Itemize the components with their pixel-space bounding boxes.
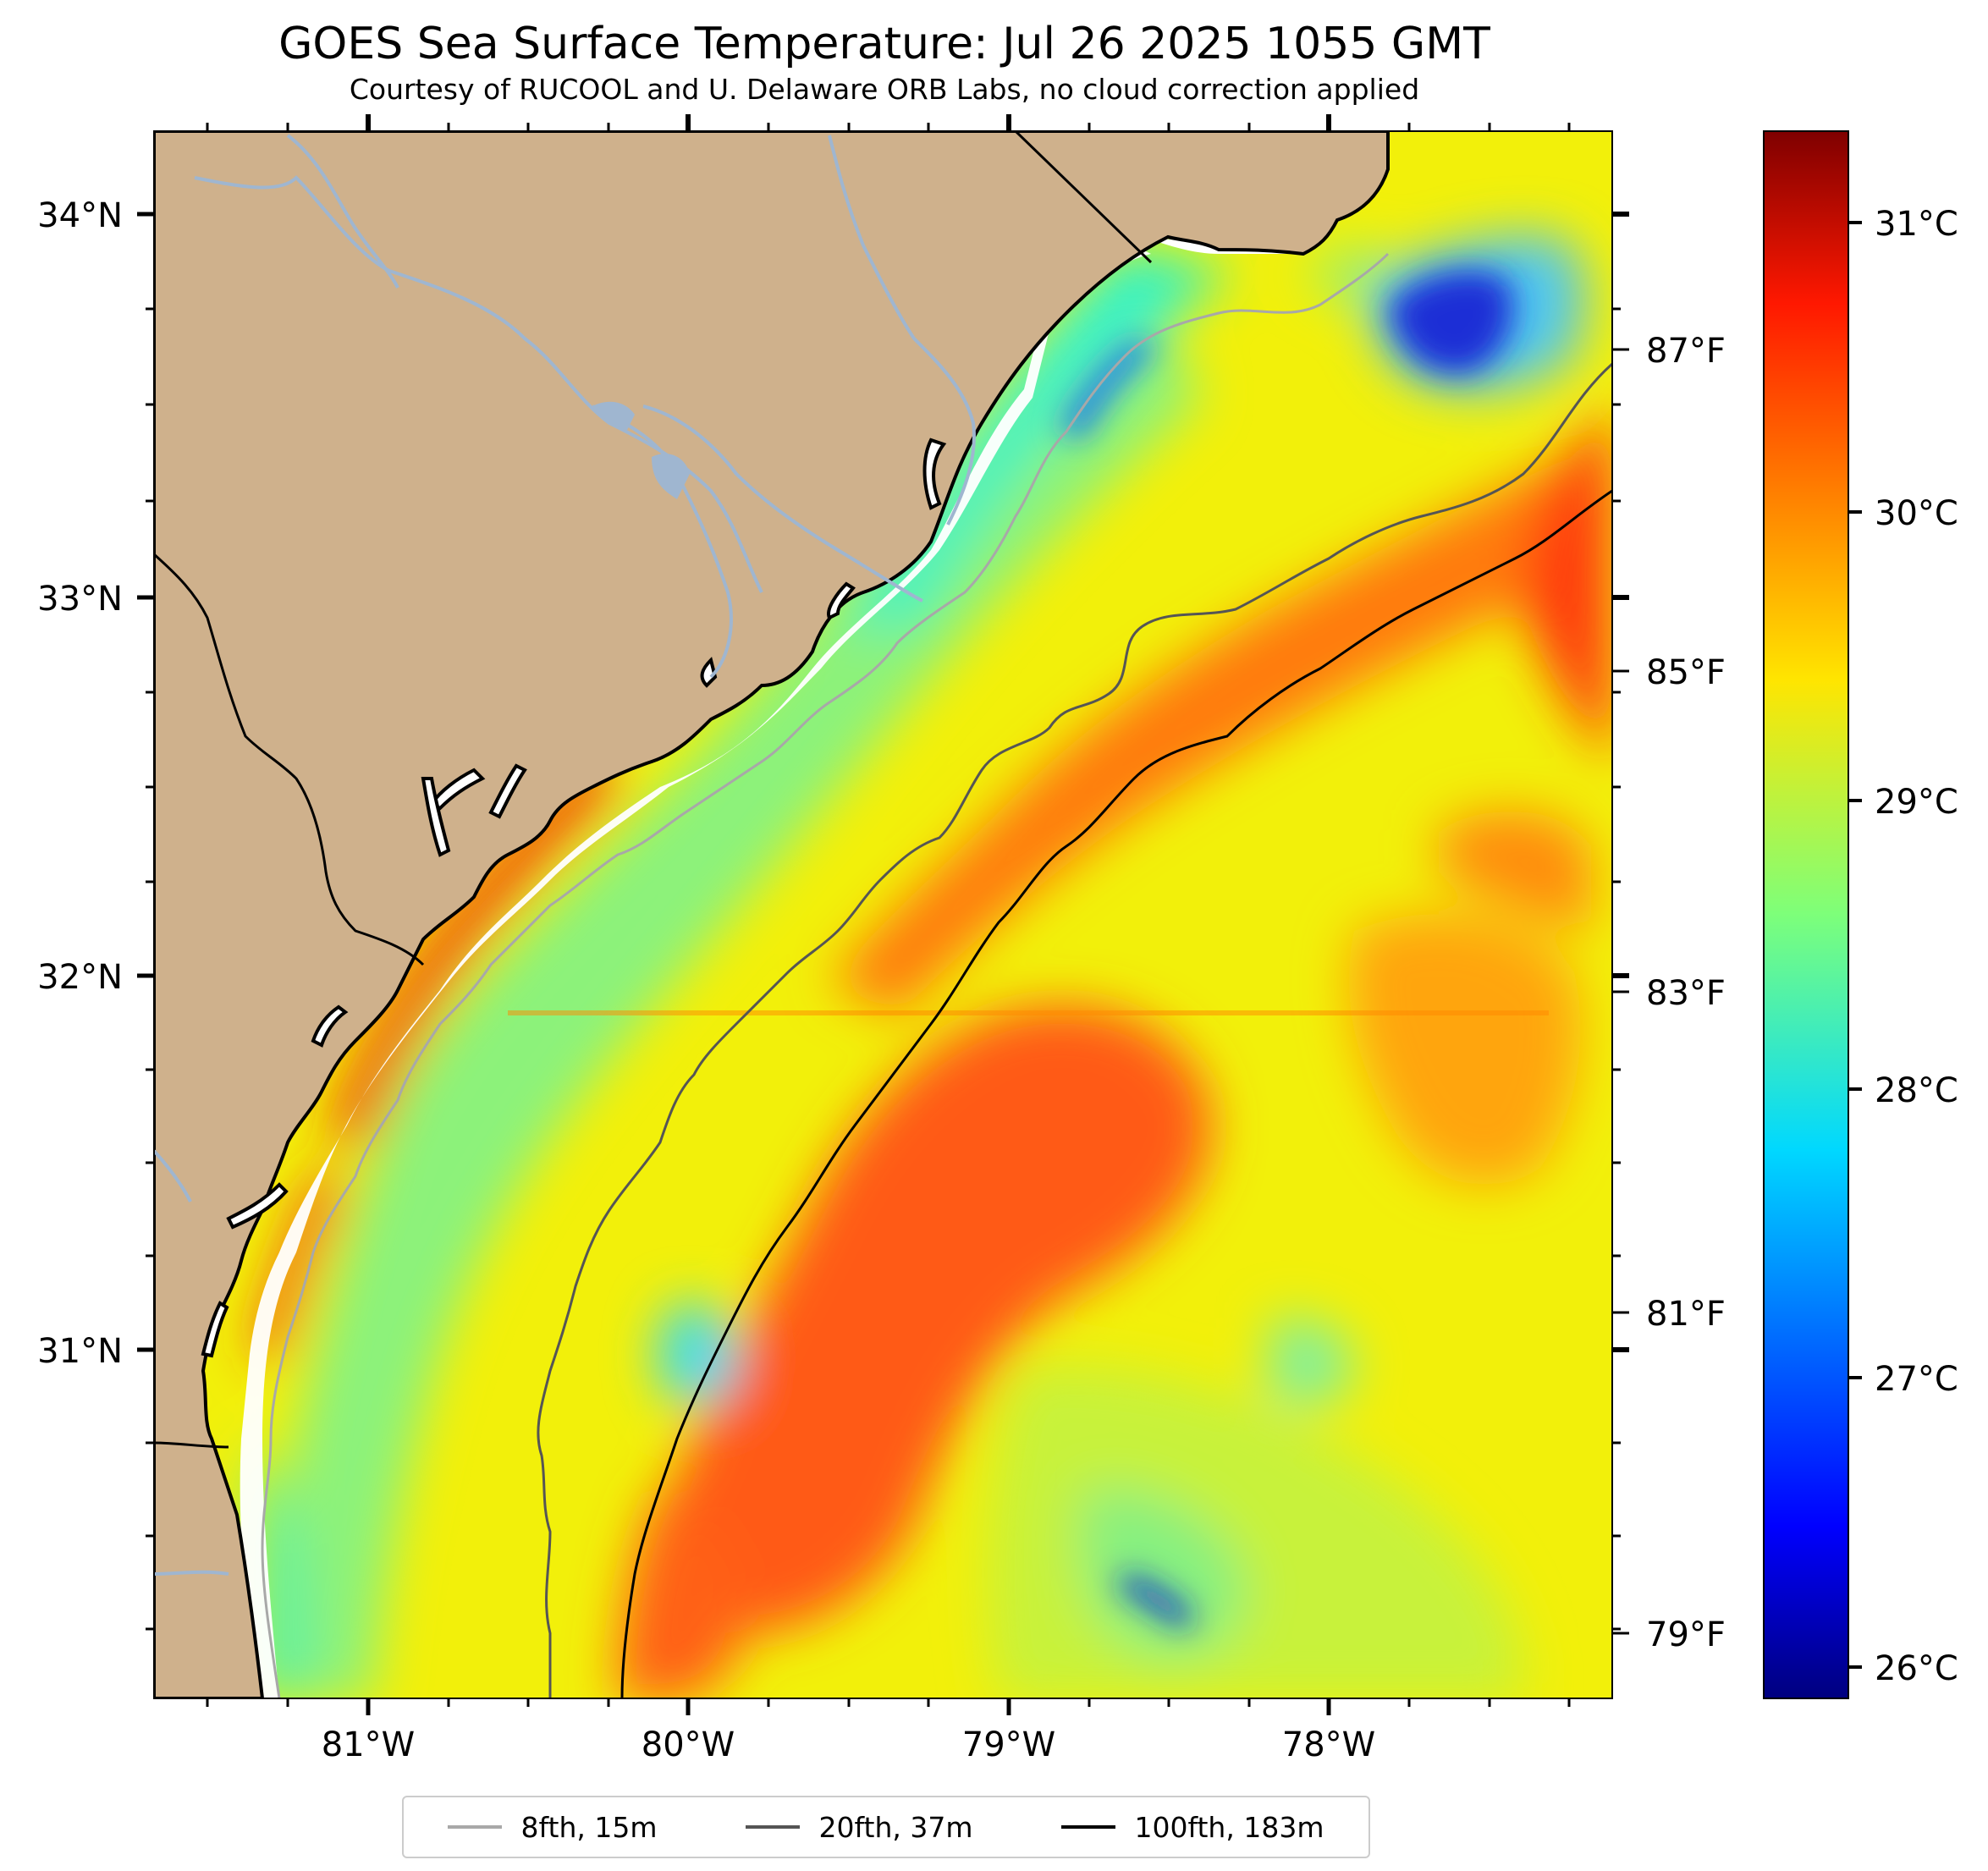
legend-swatch-100fth <box>1061 1825 1116 1829</box>
isobath-100fth <box>620 489 1612 1698</box>
state-borders <box>154 131 1153 1449</box>
lat-label-31: 31°N <box>37 1332 123 1371</box>
fahrenheit-tick-labels: 87°F 85°F 83°F 81°F 79°F <box>1646 332 1726 1654</box>
lon-tick-labels: 81°W 80°W 79°W 78°W <box>322 1725 1375 1764</box>
cbar-label-28c: 28°C <box>1875 1071 1958 1110</box>
isobath-legend: 8fth, 15m 20fth, 37m 100fth, 183m <box>402 1796 1370 1858</box>
lon-label-78: 78°W <box>1282 1725 1375 1764</box>
f-label-87: 87°F <box>1646 332 1726 371</box>
f-label-83: 83°F <box>1646 974 1726 1013</box>
legend-label-20fth: 20fth, 37m <box>818 1810 973 1844</box>
cbar-label-29c: 29°C <box>1875 783 1958 822</box>
lat-label-34: 34°N <box>37 196 123 235</box>
isobath-20fth <box>537 362 1612 1698</box>
lon-ticks <box>206 114 1571 1715</box>
lat-label-32: 32°N <box>37 958 123 997</box>
lon-label-81: 81°W <box>322 1725 415 1764</box>
inlets <box>201 437 947 1358</box>
cbar-label-26c: 26°C <box>1875 1649 1958 1688</box>
colorbar-gradient <box>1763 130 1849 1699</box>
colorbar: 31°C 30°C 29°C 28°C 27°C 26°C <box>1763 130 1958 1699</box>
lat-ticks <box>137 212 1629 1635</box>
map-title: GOES Sea Surface Temperature: Jul 26 202… <box>278 19 1490 69</box>
sst-map <box>154 131 1612 1698</box>
legend-item-8fth: 8fth, 15m <box>448 1810 658 1844</box>
legend-label-8fth: 8fth, 15m <box>520 1810 658 1844</box>
f-label-81: 81°F <box>1646 1295 1726 1334</box>
legend-item-100fth: 100fth, 183m <box>1061 1811 1324 1844</box>
lat-label-33: 33°N <box>37 580 123 619</box>
map-subtitle: Courtesy of RUCOOL and U. Delaware ORB L… <box>349 73 1420 106</box>
lon-label-80: 80°W <box>642 1725 735 1764</box>
f-label-79: 79°F <box>1646 1615 1726 1654</box>
cbar-label-30c: 30°C <box>1875 494 1958 533</box>
lake <box>592 401 635 432</box>
cbar-label-27c: 27°C <box>1875 1360 1958 1399</box>
map-frame <box>153 130 1613 1699</box>
legend-swatch-8fth <box>448 1825 503 1829</box>
legend-swatch-20fth <box>746 1825 801 1829</box>
legend-label-100fth: 100fth, 183m <box>1134 1810 1324 1844</box>
f-label-85: 85°F <box>1646 653 1726 692</box>
lon-label-79: 79°W <box>962 1725 1055 1764</box>
isobath-8fth <box>261 252 1390 1698</box>
reservoir <box>652 454 690 499</box>
cbar-label-31c: 31°C <box>1875 205 1958 244</box>
legend-item-20fth: 20fth, 37m <box>746 1811 972 1844</box>
lat-tick-labels: 34°N 33°N 32°N 31°N <box>37 196 123 1371</box>
rivers <box>154 134 976 1576</box>
